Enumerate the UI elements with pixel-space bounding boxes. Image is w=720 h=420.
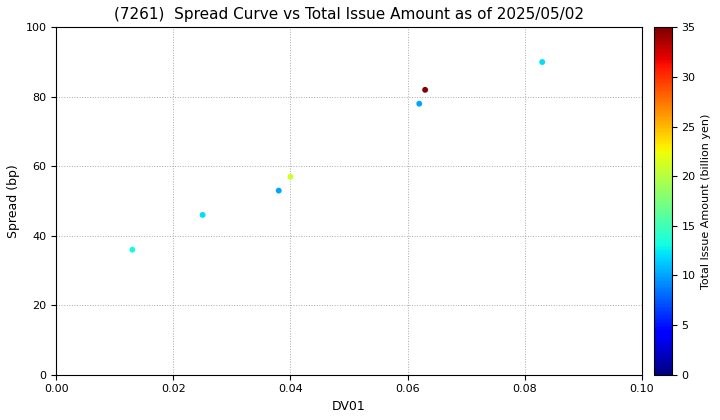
Point	[273, 187, 284, 194]
Y-axis label: Spread (bp): Spread (bp)	[7, 164, 20, 238]
Point	[419, 87, 431, 93]
Point	[413, 100, 425, 107]
Point	[536, 59, 548, 66]
Y-axis label: Total Issue Amount (billion yen): Total Issue Amount (billion yen)	[701, 113, 711, 289]
Point	[197, 212, 208, 218]
Point	[127, 246, 138, 253]
Title: (7261)  Spread Curve vs Total Issue Amount as of 2025/05/02: (7261) Spread Curve vs Total Issue Amoun…	[114, 7, 584, 22]
X-axis label: DV01: DV01	[332, 400, 366, 413]
Point	[284, 173, 296, 180]
